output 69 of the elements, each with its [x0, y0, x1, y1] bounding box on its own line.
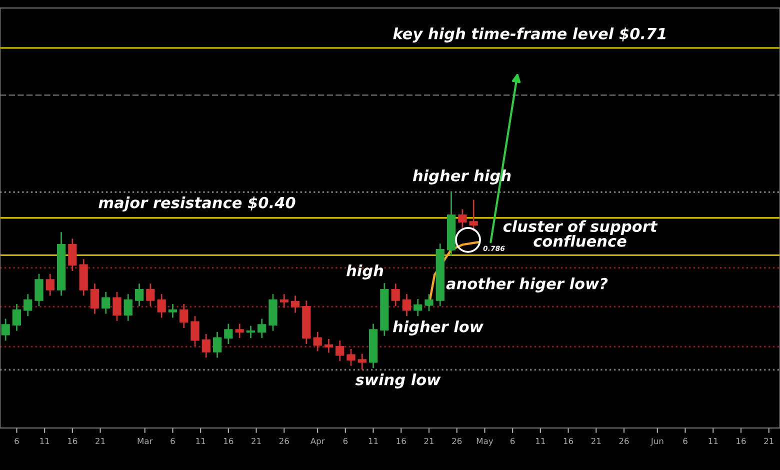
x-tick-label: 6: [683, 438, 688, 444]
candlestick: [469, 199, 478, 232]
x-tick-label: 21: [424, 438, 434, 444]
candlestick: [246, 325, 256, 339]
candlestick: [24, 293, 32, 317]
candlestick: [102, 291, 110, 314]
candlestick: [424, 293, 434, 312]
candlestick: [1, 318, 10, 342]
candlestick: [202, 333, 210, 358]
candlestick: [180, 303, 188, 329]
x-tick-label: 11: [196, 438, 206, 444]
candlestick: [157, 293, 166, 318]
candlestick: [235, 323, 244, 339]
x-tick-label: 26: [279, 438, 289, 444]
annotation: higher low: [392, 320, 484, 336]
x-tick-label: 6: [510, 438, 515, 444]
candlestick: [124, 293, 132, 322]
candlestick: [458, 208, 467, 229]
annotation: another higer low?: [446, 278, 608, 292]
candlestick: [414, 298, 422, 317]
x-tick-label: Mar: [138, 438, 153, 444]
x-tick-label: 21: [96, 438, 105, 444]
x-tick-label: 26: [619, 438, 629, 444]
candlestick: [313, 331, 322, 352]
candlestick: [258, 318, 266, 339]
x-tick-label: 16: [396, 438, 406, 444]
candlestick: [190, 315, 200, 347]
x-tick-label: 21: [252, 438, 261, 444]
candlestick: [391, 282, 400, 307]
x-tick-label: May: [476, 438, 494, 446]
candlestick: [402, 293, 412, 317]
x-tick-label: 11: [40, 438, 50, 444]
x-tick-label: 16: [224, 438, 234, 444]
text: swing low: [355, 374, 441, 388]
candlestick: [280, 293, 288, 308]
candlestick: [112, 291, 122, 322]
x-tick-label: 16: [736, 438, 746, 444]
x-tick-label: 11: [536, 438, 545, 444]
annotation: high: [346, 264, 384, 280]
x-tick-label: 21: [591, 438, 601, 444]
candlestick: [212, 331, 222, 358]
candlestick: [134, 282, 144, 307]
candlestick: [168, 303, 178, 318]
x-tick-label: 16: [564, 438, 574, 444]
x-tick-label: 11: [368, 438, 378, 444]
x-tick-label: 21: [764, 438, 774, 444]
candlestick: [324, 338, 334, 354]
candlestick: [346, 348, 356, 367]
candlestick: [68, 238, 77, 272]
x-tick-label: 16: [68, 438, 78, 444]
x-tick-label: Jun: [650, 438, 664, 446]
annotation: major resistance $0.40: [98, 196, 296, 212]
candlestick: [12, 303, 22, 332]
x-tick-label: 6: [14, 438, 19, 444]
x-tick-label: 6: [170, 438, 175, 444]
candlestick: [146, 282, 155, 307]
candlestick: [46, 273, 54, 296]
x-tick-label: 6: [343, 438, 348, 444]
x-tick-label: 26: [452, 438, 462, 444]
candlestick: [34, 273, 44, 307]
x-tick-label: 11: [708, 438, 718, 444]
text: key high time-frame level $0.71: [393, 28, 666, 42]
x-tick-label: Apr: [310, 438, 325, 446]
candlestick: [336, 340, 344, 362]
annotation: cluster of support confluence: [503, 220, 658, 247]
candlestick: [224, 323, 233, 345]
candlestick: [358, 353, 366, 370]
candlestick: [290, 294, 300, 314]
candlestick: [90, 282, 100, 314]
